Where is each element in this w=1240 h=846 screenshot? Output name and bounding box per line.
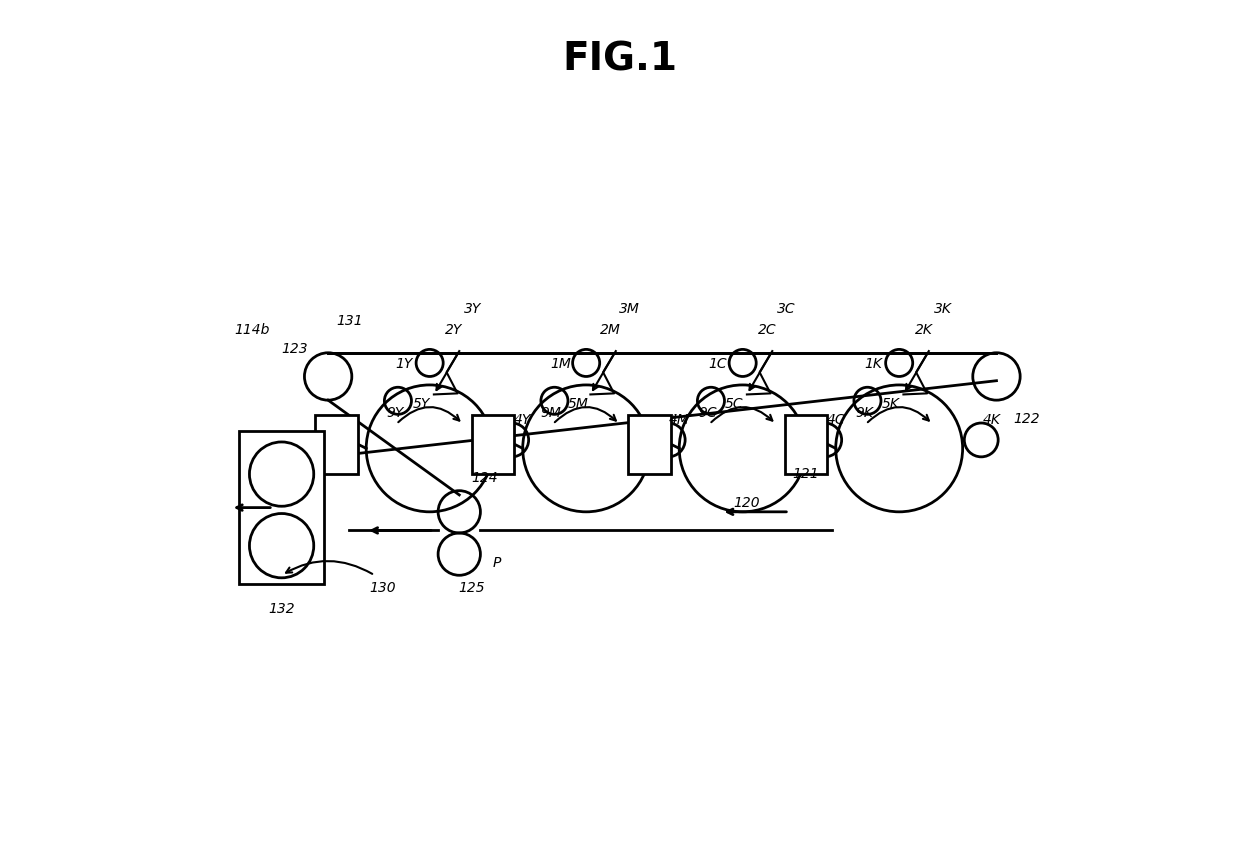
Text: 3Y: 3Y — [464, 302, 481, 316]
Text: 5M: 5M — [567, 397, 588, 410]
Text: 9Y: 9Y — [386, 406, 403, 420]
Bar — [315, 415, 357, 474]
Text: 132: 132 — [268, 602, 295, 616]
Text: 2M: 2M — [600, 323, 621, 337]
Text: 4M: 4M — [668, 413, 689, 427]
Text: 3C: 3C — [776, 302, 795, 316]
Text: 9K: 9K — [856, 406, 873, 420]
Text: 4Y: 4Y — [515, 413, 532, 427]
Text: 121: 121 — [792, 467, 820, 481]
Text: 5K: 5K — [882, 397, 900, 410]
Text: 124: 124 — [471, 471, 498, 485]
Text: 5C: 5C — [725, 397, 744, 410]
Text: 131: 131 — [336, 315, 363, 328]
Text: 122: 122 — [1013, 412, 1040, 426]
Text: 130: 130 — [370, 581, 397, 595]
Text: 9C: 9C — [698, 406, 717, 420]
Text: 1Y: 1Y — [396, 357, 413, 371]
Text: 5Y: 5Y — [413, 397, 430, 410]
Bar — [239, 431, 324, 584]
Text: 4K: 4K — [983, 413, 1001, 427]
Text: P: P — [494, 556, 501, 569]
Text: 2Y: 2Y — [445, 323, 463, 337]
Text: 9M: 9M — [541, 406, 562, 420]
Bar — [629, 415, 671, 474]
Text: 125: 125 — [459, 581, 485, 595]
Text: 120: 120 — [734, 497, 760, 510]
Text: 3M: 3M — [619, 302, 640, 316]
Text: 114b: 114b — [234, 323, 269, 337]
Text: 2K: 2K — [915, 323, 932, 337]
Text: FIG.1: FIG.1 — [563, 41, 677, 78]
Text: 1C: 1C — [708, 357, 727, 371]
Text: 123: 123 — [281, 343, 308, 356]
Text: 4C: 4C — [826, 413, 844, 427]
Bar — [785, 415, 827, 474]
Text: 2C: 2C — [758, 323, 776, 337]
Text: 1M: 1M — [551, 357, 572, 371]
Bar — [472, 415, 515, 474]
Text: 1K: 1K — [864, 357, 883, 371]
Text: 3K: 3K — [934, 302, 951, 316]
